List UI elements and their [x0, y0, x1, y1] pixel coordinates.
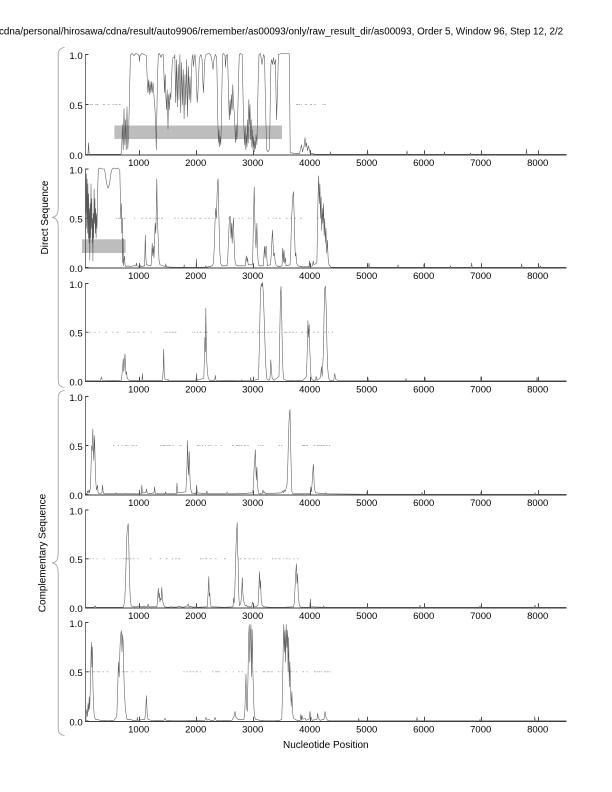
svg-text:2000: 2000 — [185, 498, 206, 509]
svg-text:8000: 8000 — [527, 611, 548, 622]
svg-text:6000: 6000 — [413, 271, 434, 282]
svg-text:2000: 2000 — [185, 724, 206, 735]
svg-text:2000: 2000 — [185, 611, 206, 622]
svg-text:3000: 3000 — [242, 724, 263, 735]
svg-text:Nucleotide Position: Nucleotide Position — [283, 740, 369, 751]
svg-text:6000: 6000 — [413, 724, 434, 735]
svg-text:5000: 5000 — [356, 498, 377, 509]
svg-text:5000: 5000 — [356, 724, 377, 735]
svg-text:1000: 1000 — [128, 158, 149, 169]
svg-text:7000: 7000 — [470, 611, 491, 622]
svg-text:7000: 7000 — [470, 498, 491, 509]
svg-text:2000: 2000 — [185, 384, 206, 395]
svg-text:7000: 7000 — [470, 724, 491, 735]
svg-text:1000: 1000 — [128, 724, 149, 735]
svg-text:1000: 1000 — [128, 271, 149, 282]
svg-text:8000: 8000 — [527, 158, 548, 169]
svg-text:8000: 8000 — [527, 271, 548, 282]
svg-text:0.5: 0.5 — [69, 101, 82, 112]
svg-text:3000: 3000 — [242, 271, 263, 282]
svg-text:cdna/personal/hirosawa/cdna/re: cdna/personal/hirosawa/cdna/result/auto9… — [0, 27, 563, 38]
svg-text:5000: 5000 — [356, 271, 377, 282]
svg-text:6000: 6000 — [413, 384, 434, 395]
svg-text:1000: 1000 — [128, 498, 149, 509]
svg-text:3000: 3000 — [242, 384, 263, 395]
svg-text:1.0: 1.0 — [69, 51, 82, 62]
svg-text:0.5: 0.5 — [69, 555, 82, 566]
svg-text:4000: 4000 — [299, 271, 320, 282]
svg-text:0.5: 0.5 — [69, 442, 82, 453]
svg-text:5000: 5000 — [356, 158, 377, 169]
svg-text:8000: 8000 — [527, 384, 548, 395]
svg-text:5000: 5000 — [356, 384, 377, 395]
svg-text:6000: 6000 — [413, 498, 434, 509]
svg-text:0.5: 0.5 — [69, 668, 82, 679]
svg-text:3000: 3000 — [242, 611, 263, 622]
svg-text:2000: 2000 — [185, 158, 206, 169]
svg-text:2000: 2000 — [185, 271, 206, 282]
svg-text:0.0: 0.0 — [69, 377, 82, 388]
svg-text:4000: 4000 — [299, 384, 320, 395]
svg-text:6000: 6000 — [413, 158, 434, 169]
svg-text:1.0: 1.0 — [69, 506, 82, 517]
svg-text:4000: 4000 — [299, 158, 320, 169]
svg-text:8000: 8000 — [527, 724, 548, 735]
svg-text:0.5: 0.5 — [69, 329, 82, 340]
svg-text:4000: 4000 — [299, 724, 320, 735]
svg-text:Direct Sequence: Direct Sequence — [40, 180, 51, 254]
svg-text:1.0: 1.0 — [69, 280, 82, 291]
svg-text:3000: 3000 — [242, 498, 263, 509]
svg-text:0.0: 0.0 — [69, 491, 82, 502]
svg-text:1.0: 1.0 — [69, 393, 82, 404]
svg-text:1.0: 1.0 — [69, 165, 82, 176]
svg-text:6000: 6000 — [413, 611, 434, 622]
svg-text:4000: 4000 — [299, 611, 320, 622]
svg-text:1000: 1000 — [128, 384, 149, 395]
svg-text:4000: 4000 — [299, 498, 320, 509]
svg-text:0.0: 0.0 — [69, 151, 82, 162]
svg-text:0.0: 0.0 — [69, 717, 82, 728]
svg-text:7000: 7000 — [470, 158, 491, 169]
svg-text:0.0: 0.0 — [69, 604, 82, 615]
svg-text:5000: 5000 — [356, 611, 377, 622]
svg-text:Complementary Sequence: Complementary Sequence — [38, 493, 49, 612]
svg-text:0.0: 0.0 — [69, 264, 82, 275]
svg-text:7000: 7000 — [470, 384, 491, 395]
svg-text:8000: 8000 — [527, 498, 548, 509]
svg-text:7000: 7000 — [470, 271, 491, 282]
svg-text:1000: 1000 — [128, 611, 149, 622]
svg-text:3000: 3000 — [242, 158, 263, 169]
svg-text:1.0: 1.0 — [69, 619, 82, 630]
svg-text:0.5: 0.5 — [69, 215, 82, 226]
